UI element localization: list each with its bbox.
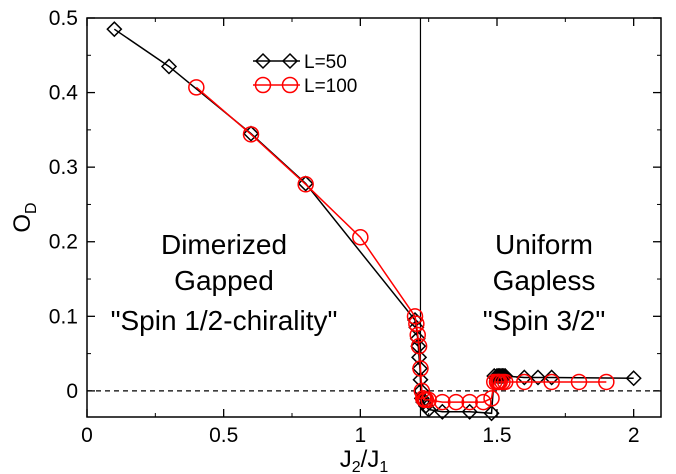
data-point bbox=[543, 369, 560, 386]
legend-marker bbox=[281, 52, 299, 70]
data-point bbox=[106, 21, 123, 38]
data-point bbox=[242, 126, 260, 143]
data-point bbox=[491, 367, 508, 385]
y-tick-label: 0.2 bbox=[49, 231, 78, 254]
legend-marker bbox=[254, 52, 272, 70]
x-tick-label: 2 bbox=[628, 424, 640, 447]
x-tick-label: 0.5 bbox=[209, 424, 238, 447]
data-point bbox=[412, 360, 429, 377]
dimerized-phase-label: Dimerized Gapped "Spin 1/2-chirality" bbox=[111, 229, 338, 336]
x-axis-label: J2/J1 bbox=[340, 446, 389, 474]
phase-label-line: Gapless bbox=[493, 265, 596, 296]
series-l-100 bbox=[188, 79, 615, 411]
y-tick-label: 0 bbox=[66, 380, 78, 403]
legend-marker bbox=[281, 76, 299, 94]
phase-label-line: Gapped bbox=[174, 265, 274, 296]
y-tick-label: 0.4 bbox=[49, 82, 79, 105]
data-point bbox=[409, 330, 426, 347]
legend-marker bbox=[254, 76, 272, 94]
data-point bbox=[412, 371, 429, 388]
data-point bbox=[411, 349, 428, 366]
annotation-layer: Dimerized Gapped "Spin 1/2-chirality" Unifo… bbox=[111, 52, 606, 336]
data-point bbox=[409, 326, 426, 344]
plot-layer bbox=[87, 18, 661, 422]
uniform-phase-label: Uniform Gapless "Spin 3/2" bbox=[483, 229, 606, 336]
phase-label-line: Dimerized bbox=[161, 229, 287, 260]
y-tick-label: 0.5 bbox=[49, 7, 78, 30]
legend-label: L=100 bbox=[304, 76, 357, 97]
data-point bbox=[516, 369, 533, 386]
data-point bbox=[625, 370, 642, 387]
y-tick-label: 0.3 bbox=[49, 156, 78, 179]
legend-label: L=50 bbox=[304, 52, 347, 73]
data-point bbox=[188, 79, 205, 96]
y-tick-label: 0.1 bbox=[49, 305, 78, 328]
data-point bbox=[297, 176, 314, 193]
data-point bbox=[434, 403, 451, 420]
data-point bbox=[352, 229, 369, 246]
data-point bbox=[494, 367, 511, 385]
phase-label-line: Uniform bbox=[495, 229, 593, 260]
x-tick-label: 0 bbox=[81, 424, 93, 447]
series-line bbox=[113, 28, 634, 415]
data-point bbox=[406, 308, 424, 325]
plot-frame bbox=[86, 17, 662, 418]
data-point bbox=[447, 393, 465, 411]
legend: L=50 L=100 bbox=[253, 52, 357, 97]
data-point bbox=[598, 373, 615, 391]
y-axis-label: OD bbox=[9, 202, 40, 232]
data-point bbox=[461, 403, 478, 420]
data-point bbox=[461, 393, 478, 411]
data-point bbox=[543, 373, 560, 391]
data-point bbox=[496, 373, 514, 391]
axes-layer: 0 0.5 1 1.5 2 0 0.1 0.2 0.3 0.4 0.5 J2/J1 OD bbox=[9, 7, 662, 474]
data-point bbox=[529, 369, 547, 386]
phase-label-line: "Spin 1/2-chirality" bbox=[111, 305, 338, 336]
data-point bbox=[160, 58, 178, 75]
x-tick-label: 1 bbox=[354, 424, 366, 447]
data-point bbox=[434, 393, 451, 411]
data-point bbox=[297, 175, 314, 192]
data-point bbox=[483, 405, 500, 422]
data-point bbox=[516, 373, 533, 391]
series-l-50 bbox=[106, 21, 642, 422]
series-line bbox=[195, 86, 607, 403]
phase-label-line: "Spin 3/2" bbox=[483, 305, 606, 336]
data-point bbox=[483, 390, 500, 407]
x-tick-label: 1.5 bbox=[482, 424, 511, 447]
data-point bbox=[488, 367, 506, 385]
data-point bbox=[408, 319, 425, 336]
data-point bbox=[408, 315, 425, 333]
data-point bbox=[410, 337, 428, 355]
data-point bbox=[475, 393, 492, 411]
data-point bbox=[570, 373, 588, 391]
data-point bbox=[420, 391, 437, 409]
